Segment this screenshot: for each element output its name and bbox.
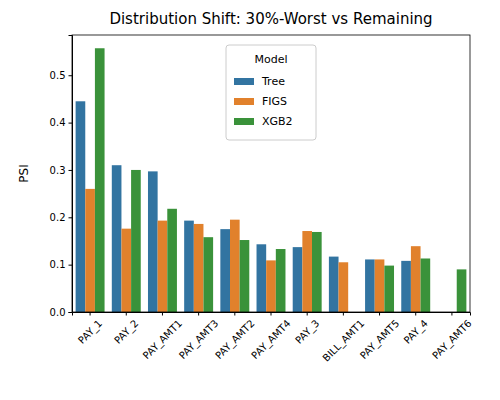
y-tick: 0.0 [50,307,72,318]
x-tick: PAY_AMT4 [249,312,293,362]
x-tick-label: PAY_1 [76,318,105,347]
legend-label: Tree [261,75,285,88]
y-tick-label: 0.2 [50,212,66,223]
bar [121,229,131,312]
chart: 0.0 0.1 0.2 0.3 0.4 0.5 PAY_1PAY_2PAY_AMT1PAY_… [0,0,500,400]
plot-area: 0.0 0.1 0.2 0.3 0.4 0.5 PAY_1PAY_2PAY_AMT1PAY_… [50,35,475,364]
y-tick-mark [69,170,73,171]
y-tick: 0.4 [50,117,72,128]
legend-swatch [234,118,254,125]
x-tick-mark [126,312,127,316]
y-tick-label: 0.3 [50,165,66,176]
legend: Model Tree FIGS XGB2 [226,45,316,140]
legend-box [226,45,316,140]
bar [302,231,312,312]
bar [194,224,204,312]
x-tick-label: PAY_AMT5 [358,318,402,362]
y-tick: 0.5 [50,70,72,81]
x-tick-mark [415,312,416,316]
x-tick-label: PAY_AMT6 [430,318,474,362]
x-axis-line [73,313,471,316]
x-tick-label: PAY_AMT4 [249,318,293,362]
x-tick-label: PAY_4 [402,318,431,347]
bar [411,246,421,312]
x-tick-mark [198,312,199,316]
y-tick-label: 0.4 [50,117,66,128]
x-tick: PAY_3 [293,312,322,347]
y-tick: 0.3 [50,165,72,176]
bar [365,259,375,312]
x-tick-label: PAY_2 [112,318,141,347]
y-axis: 0.0 0.1 0.2 0.3 0.4 0.5 [50,36,73,318]
y-tick-label: 0.5 [50,70,66,81]
legend-label: XGB2 [262,115,293,128]
bar [401,261,411,312]
x-tick-mark [271,312,272,316]
y-tick-label: 0.1 [50,259,66,270]
x-tick-mark [343,312,344,316]
plot-frame [72,35,470,312]
bar [457,269,467,312]
x-tick: PAY_1 [76,312,105,347]
bar [220,229,230,312]
bar [230,220,240,312]
bar [276,249,286,312]
x-tick: PAY_2 [112,312,141,347]
bar [384,266,394,312]
bar [112,165,122,312]
x-tick-mark [162,312,163,316]
bar [257,244,267,312]
title: Distribution Shift: 30%-Worst vs Remaini… [109,10,432,28]
bar [339,262,349,312]
legend-label: FIGS [262,95,287,108]
bar [95,48,105,312]
bar [375,259,385,312]
bar [148,171,158,312]
bar [293,247,303,312]
y-tick-mark [69,312,73,313]
legend-title: Model [254,53,287,66]
y-tick-mark [69,265,73,266]
x-tick-mark [234,312,235,316]
legend-swatch [234,78,254,85]
x-tick-mark [90,312,91,316]
bar [76,101,86,312]
y-axis-line [69,36,73,313]
x-tick: PAY_4 [402,312,431,347]
bars [76,48,467,312]
y-tick-mark [69,123,73,124]
y-tick-label: 0.0 [50,307,66,318]
bar [158,221,168,312]
bar [85,189,95,312]
legend-swatch [234,98,254,105]
bar [421,258,431,312]
y-tick: 0.2 [50,212,72,223]
bar [184,221,194,312]
x-tick-label: PAY_3 [293,318,322,347]
x-tick: PAY_AMT6 [430,312,474,362]
bar [329,257,339,312]
y-tick-mark [69,75,73,76]
bar [203,237,213,312]
y-tick: 0.1 [50,259,72,270]
y-tick-mark [69,217,73,218]
bar [312,232,322,312]
y-axis-title: PSI [17,164,31,182]
bar [167,209,177,312]
bar [240,240,250,312]
bar [131,170,141,312]
x-axis: PAY_1PAY_2PAY_AMT1PAY_AMT3PAY_AMT2PAY_AM… [73,312,475,364]
bar [266,260,276,312]
x-tick: PAY_AMT5 [358,312,402,362]
x-tick-mark [307,312,308,316]
x-tick-label: BILL_AMT1 [320,318,367,365]
x-tick-mark [451,312,452,316]
x-tick-mark [379,312,380,316]
